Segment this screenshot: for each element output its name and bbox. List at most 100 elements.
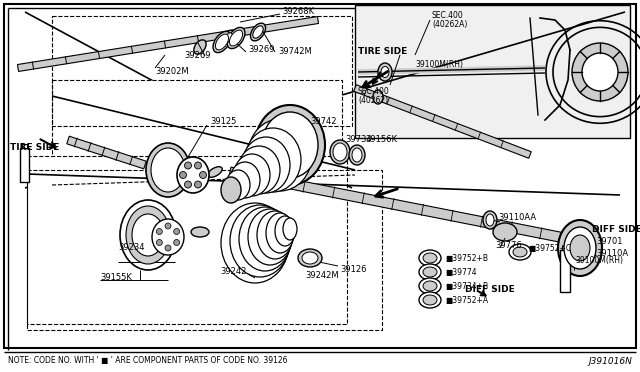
Text: 39234: 39234 [118, 244, 145, 253]
Polygon shape [229, 167, 601, 250]
Ellipse shape [230, 205, 290, 277]
Ellipse shape [493, 223, 517, 241]
Ellipse shape [224, 33, 232, 43]
Ellipse shape [132, 214, 164, 256]
Text: TIRE SIDE: TIRE SIDE [10, 144, 60, 153]
Ellipse shape [423, 295, 437, 305]
Ellipse shape [165, 223, 171, 229]
Ellipse shape [378, 63, 392, 81]
Ellipse shape [126, 206, 170, 264]
Text: DIFF SIDE: DIFF SIDE [465, 285, 515, 295]
Ellipse shape [582, 53, 618, 91]
Bar [22, 144, 27, 148]
Ellipse shape [570, 235, 590, 261]
Text: SEC.400: SEC.400 [432, 12, 464, 20]
Ellipse shape [349, 145, 365, 165]
Ellipse shape [242, 137, 290, 193]
Text: 39100M(RH): 39100M(RH) [575, 256, 623, 264]
Text: 39202M: 39202M [155, 67, 189, 77]
Text: ■39774: ■39774 [445, 267, 477, 276]
Text: 39242M: 39242M [305, 270, 339, 279]
Polygon shape [354, 85, 531, 158]
Ellipse shape [419, 264, 441, 280]
Ellipse shape [509, 244, 531, 260]
Bar [355, 5, 630, 138]
Text: 39742M: 39742M [278, 48, 312, 57]
Ellipse shape [221, 30, 235, 46]
Ellipse shape [179, 171, 186, 179]
Ellipse shape [221, 203, 289, 283]
Text: 39100M(RH): 39100M(RH) [415, 61, 463, 70]
Text: 39776: 39776 [495, 241, 522, 250]
Text: NOTE: CODE NO. WITH ' ■ ' ARE COMPONENT PARTS OF CODE NO. 39126: NOTE: CODE NO. WITH ' ■ ' ARE COMPONENT … [8, 356, 287, 365]
Ellipse shape [250, 23, 266, 41]
Ellipse shape [227, 28, 245, 49]
Text: 39701: 39701 [596, 237, 623, 247]
Ellipse shape [423, 253, 437, 263]
Ellipse shape [283, 218, 297, 240]
Ellipse shape [213, 31, 231, 52]
Ellipse shape [151, 148, 185, 192]
Ellipse shape [423, 267, 437, 277]
Text: J391016N: J391016N [588, 357, 632, 366]
Ellipse shape [230, 162, 260, 198]
Ellipse shape [419, 292, 441, 308]
Bar [560, 250, 570, 292]
Ellipse shape [156, 228, 163, 234]
Ellipse shape [195, 181, 202, 188]
Text: 39268K: 39268K [282, 7, 314, 16]
Ellipse shape [266, 213, 294, 253]
Ellipse shape [120, 200, 176, 270]
Ellipse shape [352, 148, 362, 162]
Ellipse shape [177, 157, 209, 193]
Ellipse shape [486, 214, 494, 226]
Ellipse shape [253, 26, 263, 38]
Ellipse shape [184, 162, 191, 169]
Polygon shape [17, 16, 319, 71]
Text: 39110A: 39110A [596, 248, 628, 257]
Ellipse shape [373, 90, 383, 104]
Ellipse shape [234, 154, 270, 196]
Text: (40262): (40262) [358, 96, 388, 106]
Ellipse shape [262, 112, 318, 178]
Text: 39125: 39125 [210, 118, 236, 126]
Bar [20, 148, 29, 182]
Ellipse shape [173, 240, 180, 246]
Ellipse shape [572, 43, 628, 101]
Ellipse shape [194, 40, 206, 54]
Ellipse shape [156, 240, 163, 246]
Bar [27, 156, 347, 324]
Ellipse shape [558, 220, 602, 276]
Ellipse shape [229, 30, 243, 46]
Ellipse shape [221, 177, 241, 203]
Ellipse shape [255, 105, 325, 185]
Text: 39269: 39269 [248, 45, 275, 55]
Ellipse shape [208, 167, 222, 177]
Ellipse shape [302, 252, 318, 264]
Ellipse shape [173, 228, 180, 234]
Text: 39734: 39734 [345, 135, 372, 144]
Text: ■39752+A: ■39752+A [445, 295, 488, 305]
Bar [52, 16, 352, 126]
Ellipse shape [419, 278, 441, 294]
Ellipse shape [423, 281, 437, 291]
Ellipse shape [483, 211, 497, 229]
Text: TIRE SIDE: TIRE SIDE [358, 48, 407, 57]
Text: 39269: 39269 [184, 51, 211, 61]
Ellipse shape [381, 67, 389, 77]
Ellipse shape [165, 245, 171, 251]
Text: 39156K: 39156K [365, 135, 397, 144]
Bar [52, 80, 342, 195]
Ellipse shape [195, 162, 202, 169]
Text: 39155K: 39155K [100, 273, 132, 282]
Bar [27, 170, 382, 330]
Ellipse shape [513, 247, 527, 257]
Ellipse shape [564, 227, 596, 269]
Text: SEC.400: SEC.400 [358, 87, 390, 96]
Ellipse shape [275, 216, 295, 246]
Bar [562, 246, 568, 250]
Ellipse shape [146, 143, 190, 197]
Polygon shape [67, 136, 146, 169]
Text: (40262A): (40262A) [432, 20, 467, 29]
Ellipse shape [419, 250, 441, 266]
